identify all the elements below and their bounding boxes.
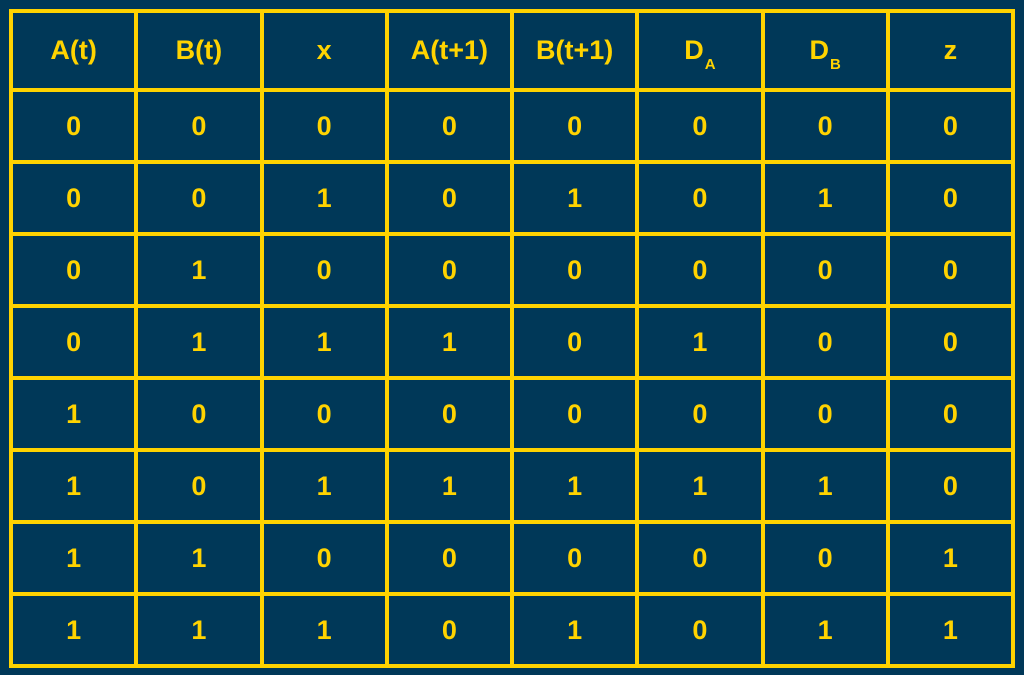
table-cell: 0: [384, 376, 515, 452]
table-cell: 0: [8, 88, 139, 164]
table-cell: 1: [885, 592, 1016, 668]
header-z: z: [885, 9, 1016, 92]
table-cell: 0: [885, 448, 1016, 524]
table-cell: 0: [760, 232, 890, 308]
table-cell: 1: [8, 592, 139, 668]
header-x: x: [259, 9, 389, 92]
header-b-t1: B(t+1): [509, 9, 640, 92]
table-cell: 0: [259, 232, 389, 308]
table-cell: 1: [509, 448, 640, 524]
table-cell: 0: [885, 88, 1016, 164]
table-cell: 0: [635, 232, 765, 308]
table-cell: 1: [760, 448, 890, 524]
table-cell: 1: [8, 376, 139, 452]
table-cell: 0: [509, 88, 640, 164]
table-cell: 0: [760, 88, 890, 164]
table-cell: 0: [760, 520, 890, 596]
table-cell: 0: [760, 304, 890, 380]
table-cell: 1: [259, 592, 389, 668]
header-a-t: A(t): [8, 9, 139, 92]
table-cell: 1: [134, 520, 264, 596]
table-cell: 1: [635, 304, 765, 380]
header-b-t: B(t): [134, 9, 264, 92]
table-cell: 0: [8, 160, 139, 236]
header-d-b: DB: [760, 9, 890, 92]
table-cell: 0: [384, 592, 515, 668]
header-d-a: DA: [635, 9, 765, 92]
table-cell: 0: [885, 232, 1016, 308]
table-cell: 1: [134, 304, 264, 380]
table-cell: 1: [635, 448, 765, 524]
table-cell: 1: [509, 592, 640, 668]
table-cell: 0: [885, 376, 1016, 452]
table-cell: 0: [134, 160, 264, 236]
table-cell: 1: [134, 232, 264, 308]
table-cell: 0: [384, 520, 515, 596]
table-cell: 0: [8, 304, 139, 380]
table-cell: 0: [509, 520, 640, 596]
table-cell: 0: [509, 232, 640, 308]
table-cell: 1: [259, 448, 389, 524]
table-cell: 1: [509, 160, 640, 236]
table-cell: 0: [8, 232, 139, 308]
table-cell: 0: [635, 88, 765, 164]
table-cell: 1: [384, 448, 515, 524]
header-row: A(t) B(t) x A(t+1) B(t+1) DA DB z: [8, 9, 1016, 92]
table-cell: 0: [635, 592, 765, 668]
table-cell: 0: [384, 160, 515, 236]
table-cell: 0: [384, 88, 515, 164]
table-cell: 0: [885, 160, 1016, 236]
table-cell: 1: [760, 160, 890, 236]
table-cell: 1: [134, 592, 264, 668]
table-cell: 1: [8, 448, 139, 524]
table-cell: 1: [384, 304, 515, 380]
table-cell: 0: [509, 304, 640, 380]
table-cell: 0: [635, 160, 765, 236]
table-cell: 0: [509, 376, 640, 452]
table-cell: 0: [760, 376, 890, 452]
table-cell: 0: [134, 448, 264, 524]
header-a-t1: A(t+1): [384, 9, 515, 92]
table-cell: 1: [885, 520, 1016, 596]
table-cell: 0: [134, 376, 264, 452]
table-cell: 0: [134, 88, 264, 164]
table-cell: 1: [8, 520, 139, 596]
header-d-a-subscript: A: [704, 56, 716, 73]
table-cell: 1: [760, 592, 890, 668]
table-cell: 0: [635, 520, 765, 596]
table-cell: 0: [259, 520, 389, 596]
table-cell: 0: [259, 376, 389, 452]
table-cell: 1: [259, 304, 389, 380]
table-cell: 0: [635, 376, 765, 452]
table-cell: 0: [259, 88, 389, 164]
table-cell: 0: [384, 232, 515, 308]
header-d-b-subscript: B: [829, 56, 841, 73]
table-cell: 1: [259, 160, 389, 236]
table-cell: 0: [885, 304, 1016, 380]
